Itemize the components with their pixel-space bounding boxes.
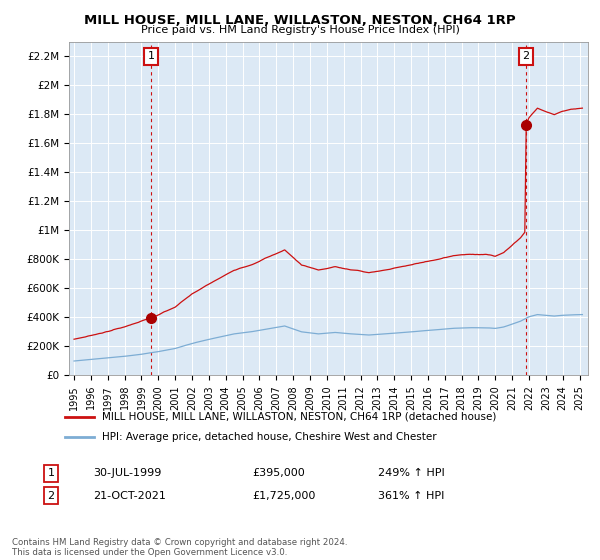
Text: Contains HM Land Registry data © Crown copyright and database right 2024.
This d: Contains HM Land Registry data © Crown c… [12, 538, 347, 557]
Text: MILL HOUSE, MILL LANE, WILLASTON, NESTON, CH64 1RP (detached house): MILL HOUSE, MILL LANE, WILLASTON, NESTON… [101, 412, 496, 422]
Text: 249% ↑ HPI: 249% ↑ HPI [378, 468, 445, 478]
Text: Price paid vs. HM Land Registry's House Price Index (HPI): Price paid vs. HM Land Registry's House … [140, 25, 460, 35]
Text: 1: 1 [47, 468, 55, 478]
Text: MILL HOUSE, MILL LANE, WILLASTON, NESTON, CH64 1RP: MILL HOUSE, MILL LANE, WILLASTON, NESTON… [84, 14, 516, 27]
Text: 2: 2 [522, 52, 529, 62]
Text: 21-OCT-2021: 21-OCT-2021 [93, 491, 166, 501]
Text: 30-JUL-1999: 30-JUL-1999 [93, 468, 161, 478]
Text: 1: 1 [148, 52, 155, 62]
Text: HPI: Average price, detached house, Cheshire West and Chester: HPI: Average price, detached house, Ches… [101, 432, 436, 442]
Text: 361% ↑ HPI: 361% ↑ HPI [378, 491, 445, 501]
Text: £395,000: £395,000 [252, 468, 305, 478]
Text: £1,725,000: £1,725,000 [252, 491, 316, 501]
Text: 2: 2 [47, 491, 55, 501]
